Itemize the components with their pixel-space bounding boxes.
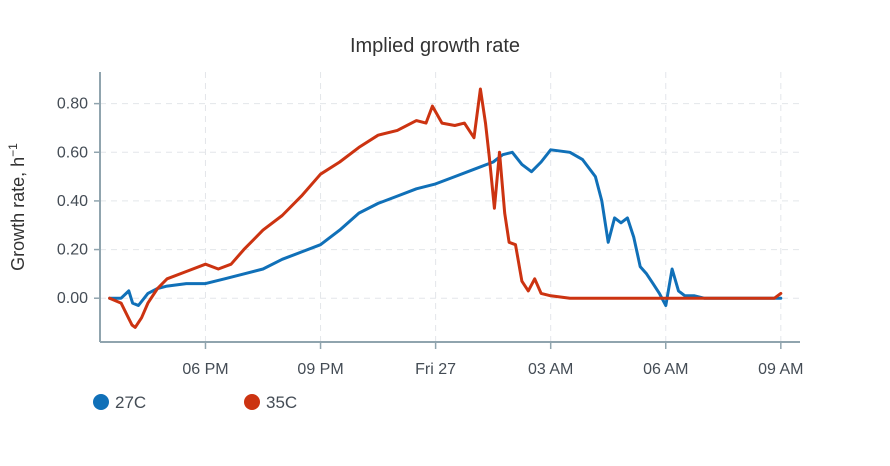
y-tick-label: 0.00 [57,290,88,307]
y-axis-label: Growth rate, h−1 [6,143,28,271]
series-line-27c[interactable] [108,148,783,307]
legend-label-27c: 27C [115,393,146,412]
legend-marker-35c [244,394,260,410]
chart-title: Implied growth rate [350,35,520,57]
x-tick-label: 06 AM [643,361,688,378]
x-ticks: 06 PM 09 PM Fri 27 03 AM 06 AM 09 AM [182,342,804,378]
y-tick-label: 0.60 [57,144,88,161]
grid [100,72,800,342]
legend-label-35c: 35C [266,393,297,412]
x-tick-label: 09 PM [297,361,343,378]
x-tick-label: 09 AM [758,361,803,378]
y-tick-label: 0.40 [57,193,88,210]
legend-item-35c[interactable]: 35C [244,393,297,412]
x-tick-label: Fri 27 [415,361,456,378]
series-group [108,87,783,329]
y-tick-label: 0.80 [57,96,88,113]
legend-item-27c[interactable]: 27C [93,393,146,412]
series-line-35c[interactable] [108,87,783,329]
y-ticks: 0.00 0.20 0.40 0.60 0.80 [57,96,100,307]
x-tick-label: 03 AM [528,361,573,378]
y-tick-label: 0.20 [57,242,88,259]
x-tick-label: 06 PM [182,361,228,378]
legend: 27C 35C [93,393,297,412]
legend-marker-27c [93,394,109,410]
